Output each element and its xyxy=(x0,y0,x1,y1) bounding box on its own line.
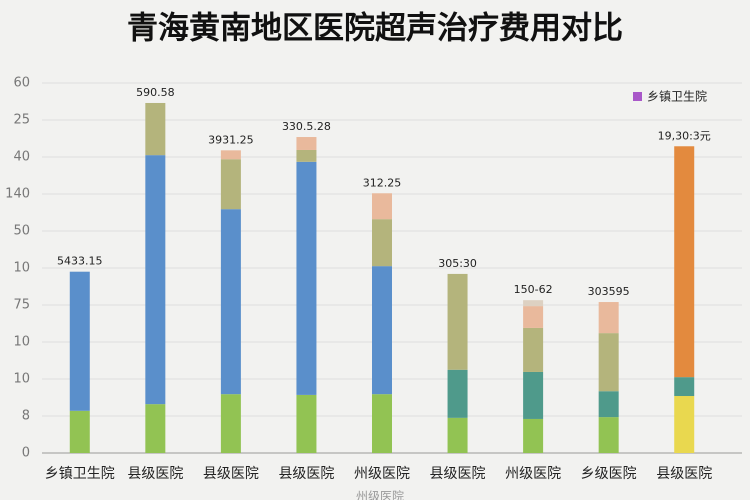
bar-segment xyxy=(296,149,317,162)
x-axis-label: 州级医院 xyxy=(356,490,404,500)
chart-title: 青海黄南地区医院超声治疗费用对比 xyxy=(127,11,623,47)
x-tick-label: 州级医院 xyxy=(354,466,410,482)
bar-segment xyxy=(674,377,695,397)
bar-label: 303595 xyxy=(588,285,630,298)
bar-segment xyxy=(598,417,619,453)
x-tick-label: 县级医院 xyxy=(278,466,334,482)
bar-segment xyxy=(523,371,544,419)
bar-segment xyxy=(598,333,619,392)
x-tick-label: 乡镇卫生院 xyxy=(45,466,115,482)
bar-segment xyxy=(447,273,468,370)
y-tick-label: 25 xyxy=(13,113,30,128)
bar-segment xyxy=(220,209,241,395)
y-tick-label: 10 xyxy=(13,261,30,276)
bar-segment xyxy=(220,394,241,453)
bar-segment xyxy=(523,306,544,328)
bar-segment xyxy=(145,404,166,453)
bar-label: 312.25 xyxy=(363,176,402,189)
bar-segment xyxy=(145,102,166,156)
x-tick-label: 县级医院 xyxy=(127,466,183,482)
x-tick-label: 乡级医院 xyxy=(581,466,637,482)
legend-label: 乡镇卫生院 xyxy=(647,90,707,104)
bar-segment xyxy=(296,161,317,395)
bar-segment xyxy=(296,394,317,453)
bar-segment xyxy=(523,418,544,453)
y-tick-label: 10 xyxy=(13,372,30,387)
y-tick-label: 10 xyxy=(13,335,30,350)
x-tick-label: 县级医院 xyxy=(203,466,259,482)
y-tick-label: 50 xyxy=(13,224,30,239)
bar-label: 5433.15 xyxy=(57,255,103,268)
bar-segment xyxy=(145,155,166,405)
bar-segment xyxy=(523,327,544,372)
x-tick-label: 县级医院 xyxy=(656,466,712,482)
bar-segment xyxy=(523,300,544,307)
bar-segment xyxy=(598,391,619,418)
bar-segment xyxy=(372,219,392,267)
y-tick-label: 8 xyxy=(22,409,30,424)
bar-segment xyxy=(220,159,241,210)
bar-segment xyxy=(447,369,468,418)
bar-segment xyxy=(372,193,392,220)
bar-label: 330.5.28 xyxy=(282,120,331,133)
bar-segment xyxy=(69,410,90,453)
bar-label: 150-62 xyxy=(514,283,553,296)
y-tick-label: 75 xyxy=(13,298,30,313)
legend-swatch xyxy=(633,92,642,101)
y-tick-label: 40 xyxy=(13,150,30,165)
x-tick-label: 县级医院 xyxy=(430,466,486,482)
bar-segment xyxy=(220,150,241,160)
y-tick-label: 60 xyxy=(13,76,30,91)
bar-segment xyxy=(674,396,695,453)
x-tick-label: 州级医院 xyxy=(505,466,561,482)
y-tick-label: 0 xyxy=(22,446,30,461)
bar-segment xyxy=(296,137,317,150)
bar-segment xyxy=(69,271,90,411)
bar-label: 3931.25 xyxy=(208,133,254,146)
y-tick-label: 140 xyxy=(5,187,30,202)
bar-segment xyxy=(372,394,392,453)
bar-segment xyxy=(447,417,468,453)
bar-label: 590.58 xyxy=(136,86,175,99)
bar-segment xyxy=(598,302,619,334)
bar-segment xyxy=(372,266,392,395)
bar-label: 305:30 xyxy=(438,257,477,270)
bar-segment xyxy=(674,146,695,378)
bar-label: 19,30:3元 xyxy=(658,129,711,142)
